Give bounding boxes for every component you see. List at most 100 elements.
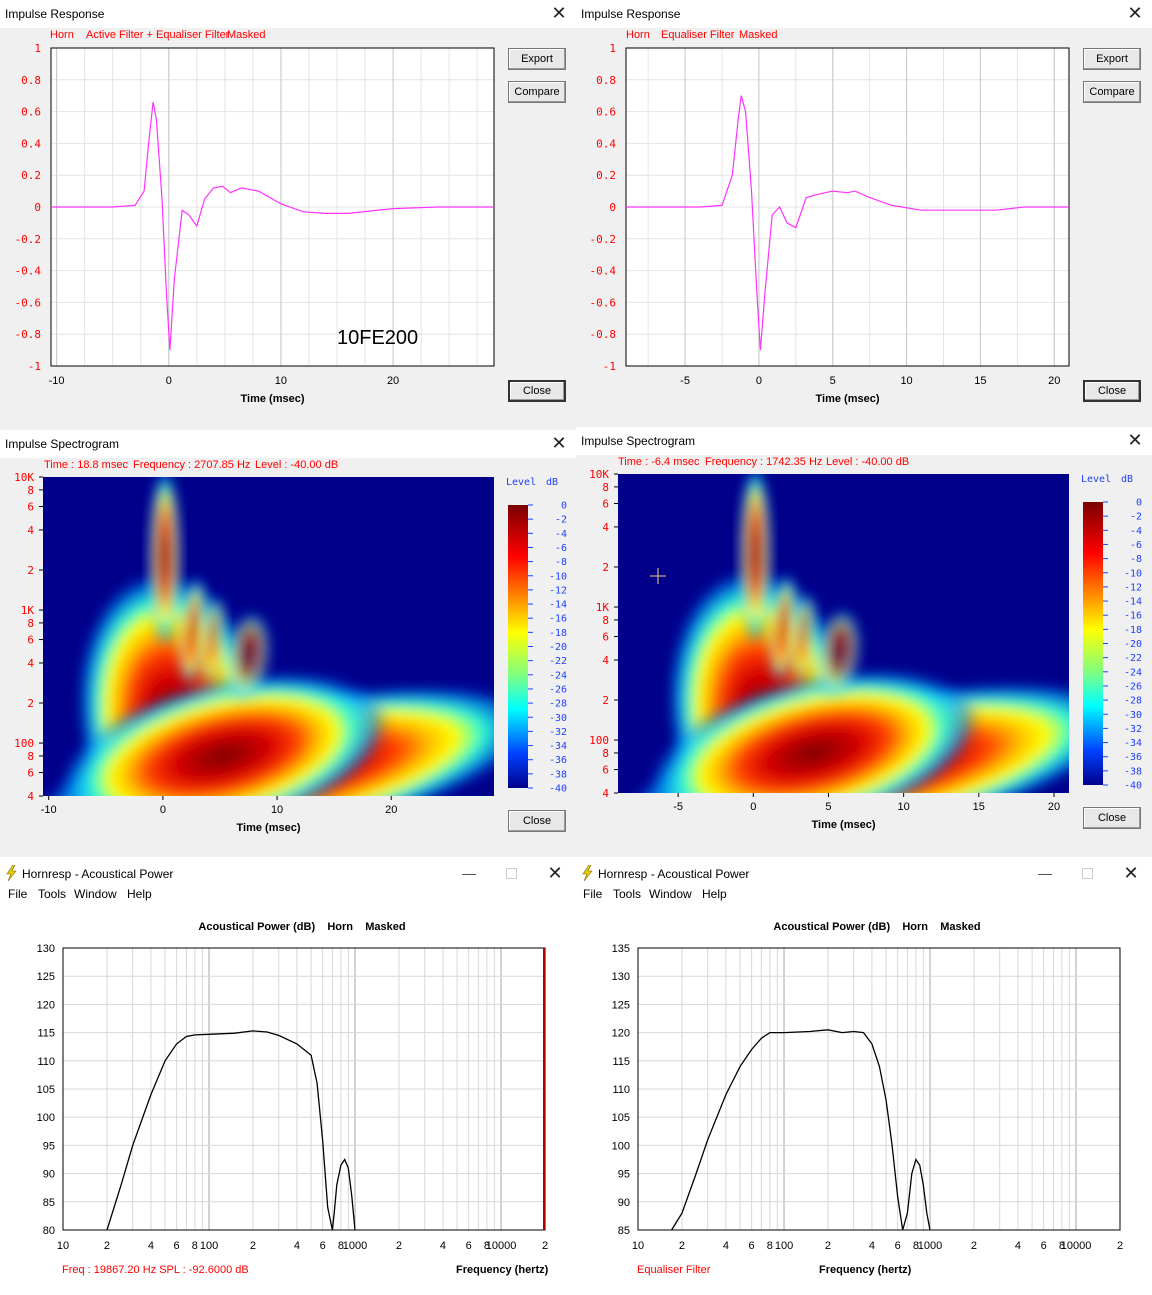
y-tick-label: 8 <box>27 750 34 763</box>
colorbar-tick-label: -8 <box>1130 554 1142 565</box>
x-tick-label: 1000 <box>343 1240 367 1252</box>
y-tick-label: -0.2 <box>15 233 42 246</box>
x-tick-label: 0 <box>166 375 172 387</box>
close-window-icon[interactable]: ✕ <box>1127 430 1143 450</box>
x-tick-label: 8 <box>913 1240 919 1252</box>
status-filter: Active Filter + Equaliser Filter <box>86 29 230 41</box>
maximize-icon[interactable] <box>496 862 526 884</box>
colorbar-tick-label: -26 <box>549 684 567 695</box>
x-tick-label: 15 <box>974 375 986 387</box>
x-tick-label: 2 <box>971 1240 977 1252</box>
energy-ripple <box>790 591 816 682</box>
y-tick-label: 0.8 <box>596 74 616 87</box>
y-tick-label: 0 <box>34 201 41 214</box>
close-window-icon[interactable]: ✕ <box>551 433 567 453</box>
y-tick-label: 8 <box>27 484 34 497</box>
titlebar[interactable]: Impulse Response ✕ <box>0 0 576 28</box>
menu-tools[interactable]: Tools <box>38 887 67 901</box>
colorbar-tick-label: -12 <box>549 585 567 596</box>
x-tick-label: 20 <box>387 375 399 387</box>
impulse-response-chart: 1 0.8 0.6 0.4 0.2 0 -0.2 -0.4 -0.6 -0.8 -1 -5 0 5 10 15… <box>590 42 1070 405</box>
titlebar[interactable]: Impulse Spectrogram ✕ <box>0 430 576 458</box>
close-window-icon[interactable]: ✕ <box>1123 863 1139 883</box>
status-line: Time : -6.4 msec Frequency : 1742.35 Hz … <box>576 456 1152 472</box>
close-button[interactable]: Close <box>508 810 566 832</box>
maximize-icon[interactable] <box>1072 862 1102 884</box>
titlebar[interactable]: Impulse Response ✕ <box>576 0 1152 28</box>
compare-button[interactable]: Compare <box>508 81 566 103</box>
acoustical-power-chart: Acoustical Power (dB) Horn Masked 130 125 1… <box>37 921 548 1252</box>
acoustical-power-chart: Acoustical Power (dB) Horn Masked 135 130 1… <box>612 921 1123 1252</box>
status-frequency: Frequency : 1742.35 Hz <box>705 456 823 468</box>
y-tick-label: 6 <box>602 631 609 644</box>
menu-file[interactable]: File <box>583 887 603 901</box>
x-tick-label: 4 <box>440 1240 446 1252</box>
titlebar[interactable]: Hornresp - Acoustical Power — ✕ <box>0 860 576 888</box>
window-title: Impulse Response <box>581 7 681 21</box>
y-tick-label: 115 <box>612 1056 630 1068</box>
y-tick-label: 90 <box>618 1197 630 1209</box>
x-tick-label: 4 <box>869 1240 875 1252</box>
x-tick-label: 4 <box>1015 1240 1021 1252</box>
colorbar-tick-label: -24 <box>1124 667 1142 678</box>
menu-help[interactable]: Help <box>702 887 727 901</box>
close-window-icon[interactable]: ✕ <box>547 863 563 883</box>
y-tick-label: 1K <box>21 604 35 617</box>
x-tick-label: 20 <box>385 804 397 816</box>
menu-file[interactable]: File <box>8 887 28 901</box>
energy-mid <box>56 672 389 796</box>
y-tick-label: 8 <box>602 481 609 494</box>
x-tick-label: -5 <box>673 801 683 813</box>
minimize-icon[interactable]: — <box>462 865 476 881</box>
x-tick-label: 10000 <box>1061 1240 1092 1252</box>
x-axis-label: Time (msec) <box>241 393 305 405</box>
titlebar[interactable]: Impulse Spectrogram ✕ <box>576 427 1152 455</box>
x-tick-label: 2 <box>679 1240 685 1252</box>
close-button[interactable]: Close <box>1083 380 1141 402</box>
x-tick-label: 4 <box>723 1240 729 1252</box>
colorbar-tick-label: -6 <box>555 543 567 554</box>
close-button[interactable]: Close <box>508 380 566 402</box>
colorbar-tick-label: -2 <box>1130 512 1142 523</box>
x-axis-label: Frequency (hertz) <box>819 1264 912 1276</box>
x-tick-label: 20 <box>1048 375 1060 387</box>
y-tick-label: 4 <box>602 521 609 534</box>
y-tick-label: -0.6 <box>590 296 617 309</box>
energy-mid <box>647 669 980 793</box>
status-line: Time : 18.8 msec Frequency : 2707.85 Hz … <box>0 459 576 475</box>
menu-window[interactable]: Window <box>649 887 692 901</box>
menu-window[interactable]: Window <box>74 887 117 901</box>
titlebar[interactable]: Hornresp - Acoustical Power — ✕ <box>576 860 1152 888</box>
y-tick-label: 0.8 <box>21 74 41 87</box>
menu-tools[interactable]: Tools <box>613 887 642 901</box>
y-tick-label: 1 <box>34 42 41 55</box>
hornresp-window-left: Hornresp - Acoustical Power — ✕ File Too… <box>0 860 576 1295</box>
colorbar-tick-label: -40 <box>549 784 567 795</box>
close-window-icon[interactable]: ✕ <box>1127 3 1143 23</box>
close-button[interactable]: Close <box>1083 807 1141 829</box>
compare-button[interactable]: Compare <box>1083 81 1141 103</box>
x-tick-label: 6 <box>749 1240 755 1252</box>
y-tick-label: 0 <box>609 201 616 214</box>
menu-help[interactable]: Help <box>127 887 152 901</box>
colorbar-tick-label: -8 <box>555 557 567 568</box>
status-filter: Equaliser Filter <box>661 29 735 41</box>
export-button[interactable]: Export <box>508 48 566 70</box>
y-tick-label: 110 <box>37 1056 55 1068</box>
minimize-icon[interactable]: — <box>1038 865 1052 881</box>
colorbar-unit: dB <box>546 477 558 488</box>
colorbar-tick-label: -20 <box>549 642 567 653</box>
y-tick-label: 8 <box>602 614 609 627</box>
x-tick-label: 6 <box>320 1240 326 1252</box>
y-tick-label: 110 <box>612 1084 630 1096</box>
x-tick-label: 10 <box>898 801 910 813</box>
y-tick-label: 0.2 <box>21 169 41 182</box>
y-tick-label: -1 <box>603 360 616 373</box>
status-masked: Masked <box>739 29 778 41</box>
colorbar-tick-label: -38 <box>1124 766 1142 777</box>
y-tick-label: 6 <box>27 634 34 647</box>
export-button[interactable]: Export <box>1083 48 1141 70</box>
close-window-icon[interactable]: ✕ <box>551 3 567 23</box>
